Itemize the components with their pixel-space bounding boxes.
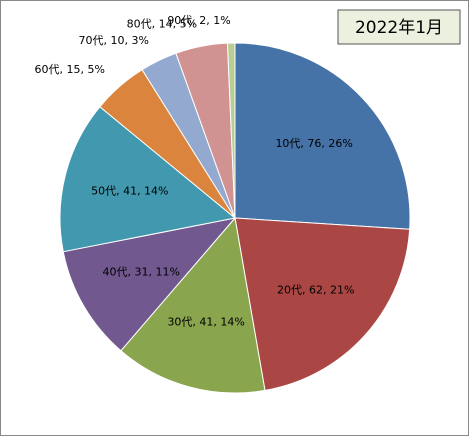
- pie-slice: [234, 217, 411, 391]
- title-box: [337, 9, 461, 45]
- data-label: 70代, 10, 3%: [79, 34, 149, 47]
- data-label: 40代, 31, 11%: [103, 266, 180, 279]
- data-label: 80代, 14, 5%: [127, 18, 197, 31]
- data-label: 90代, 2, 1%: [167, 14, 230, 27]
- pie-slice: [59, 106, 237, 253]
- pie-slice: [120, 216, 266, 394]
- data-label: 10代, 76, 26%: [275, 137, 352, 150]
- data-label: 60代, 15, 5%: [35, 63, 105, 76]
- pie-slice: [226, 42, 236, 219]
- data-label: 50代, 41, 14%: [91, 184, 168, 197]
- data-label: 20代, 62, 21%: [277, 283, 354, 296]
- pie-slice: [234, 42, 411, 230]
- data-label: 30代, 41, 14%: [167, 316, 244, 329]
- pie-slice: [62, 217, 237, 352]
- chart-title: 2022年1月: [355, 18, 443, 38]
